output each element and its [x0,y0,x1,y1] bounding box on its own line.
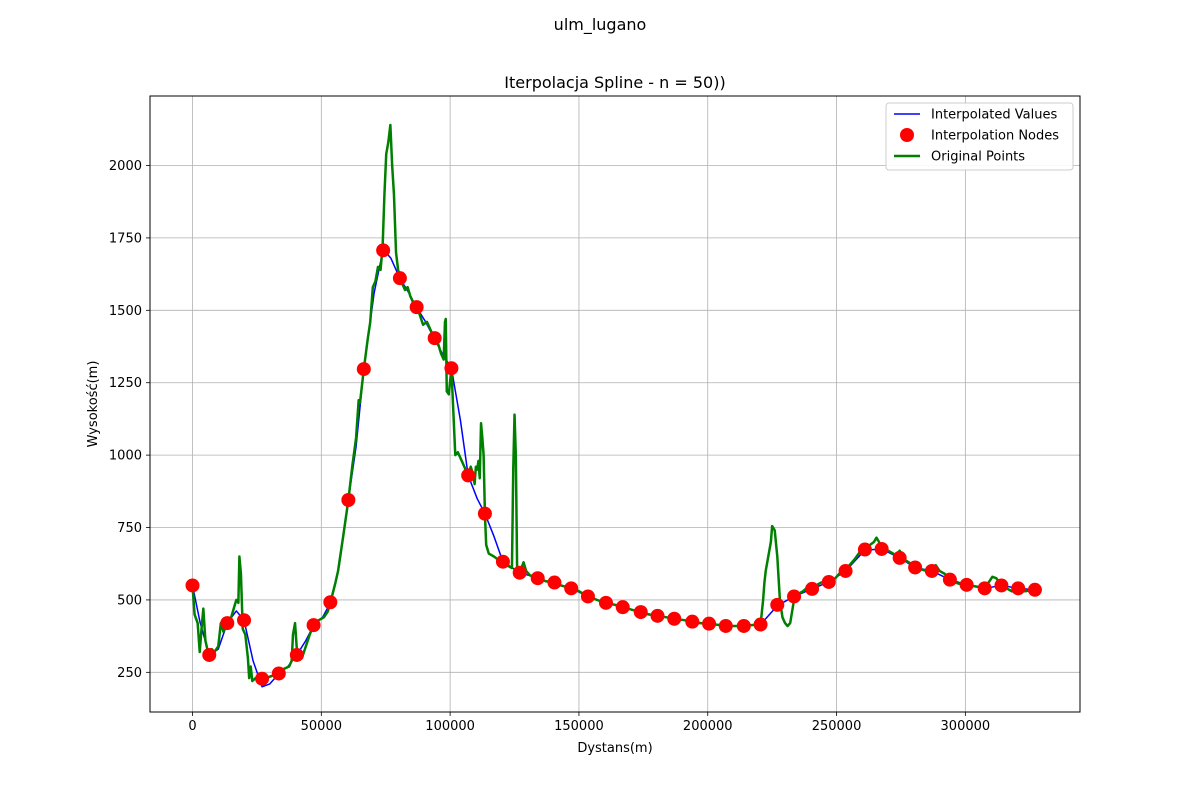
plot-frame [149,95,1081,713]
interpolation-node-point [495,554,510,569]
interpolation-node-point [667,611,682,626]
y-tick-label: 1500 [109,304,142,319]
interpolation-node-point [685,614,700,629]
interpolation-node-point [1011,581,1026,596]
interpolation-node-point [271,666,286,681]
interpolation-node-point [650,608,665,623]
interpolation-node-point [1027,582,1042,597]
interpolation-node-point [461,468,476,483]
y-axis-label: Wysokość(m) [86,361,101,448]
y-tick-label: 500 [117,593,142,608]
legend-frame [885,102,1074,171]
y-tick-label: 250 [117,666,142,681]
y-tick-label: 1750 [109,231,142,246]
interpolation-node-point [409,300,424,315]
interpolation-node-point [615,600,630,615]
interpolation-node-point [908,560,923,575]
interpolation-node-point [959,577,974,592]
interpolation-node-point [237,613,252,628]
interpolation-node-point [356,362,371,377]
interpolation-node-point [633,605,648,620]
interpolation-node-point [306,618,321,633]
interpolation-node-point [547,575,562,590]
interpolation-node-point [838,563,853,578]
figure-suptitle: ulm_lugano [554,15,647,35]
interpolation-node-point [994,578,1009,593]
interpolation-node-point [323,595,338,610]
y-tick-label: 2000 [109,159,142,174]
legend: Interpolated Values Interpolation Nodes Or… [885,102,1074,171]
y-tick-label: 1000 [109,449,142,464]
interpolation-node-point [787,589,802,604]
interpolation-node-point [598,595,613,610]
interpolation-node-point [892,550,907,565]
grid [150,96,1080,712]
chart-title: Iterpolacja Spline - n = 50)) [504,73,725,92]
interpolation-node-point [444,361,459,376]
interpolation-node-point [289,647,304,662]
interpolation-node-point [857,542,872,557]
interpolation-node-point [512,565,527,580]
interpolation-node-point [942,572,957,587]
interpolation-node-point [392,271,407,286]
legend-entry-original-points-label: Original Points [931,150,1025,165]
x-tick-label: 0 [188,719,196,734]
y-tick-label: 750 [117,521,142,536]
interpolation-node-point [821,574,836,589]
interpolation-node-point [580,589,595,604]
interpolation-node-point [924,563,939,578]
interpolation-node-point [805,581,820,596]
interpolation-node-point [427,331,442,346]
interpolation-node-point [220,616,235,631]
series-layer [185,123,1042,688]
x-axis-label: Dystans(m) [577,741,652,756]
interpolation-node-point [477,506,492,521]
legend-entry-interpolation-nodes-swatch [900,128,914,142]
interpolation-node-point [770,597,785,612]
interpolation-node-point [718,618,733,633]
interpolation-node-point [376,243,391,258]
axis-ticks: 0 50000 100000 150000 200000 250000 300000 250 5… [109,159,990,734]
x-tick-label: 200000 [683,719,733,734]
x-tick-label: 100000 [425,719,475,734]
y-tick-label: 1250 [109,376,142,391]
x-tick-label: 300000 [941,719,991,734]
interpolation-node-point [202,647,217,662]
interpolation-node-point [530,571,545,586]
interpolation-node-point [874,541,889,556]
interpolation-node-point [702,616,717,631]
legend-entry-interpolation-nodes-label: Interpolation Nodes [931,129,1059,144]
x-tick-label: 150000 [554,719,604,734]
interpolation-node-point [736,618,751,633]
x-tick-label: 250000 [812,719,862,734]
x-tick-label: 50000 [301,719,342,734]
legend-entry-interpolated-values-label: Interpolated Values [931,108,1057,123]
interpolation-node-point [564,581,579,596]
interpolation-node-point [255,671,270,686]
interpolation-node-point [977,581,992,596]
interpolation-node-point [185,578,200,593]
interpolation-node-point [341,493,356,508]
interpolation-node-point [753,617,768,632]
